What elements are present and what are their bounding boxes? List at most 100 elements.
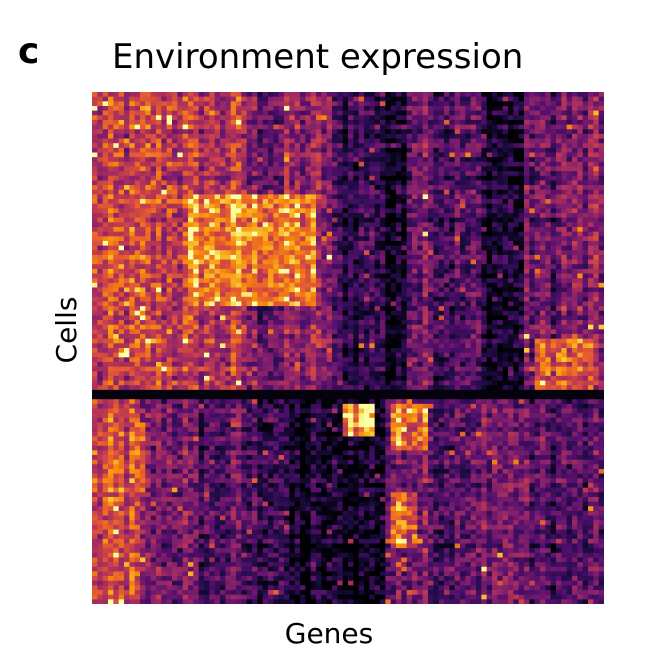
heatmap-cell xyxy=(556,171,562,177)
heatmap-cell xyxy=(406,306,413,312)
heatmap-cell xyxy=(300,329,306,335)
heatmap-cell xyxy=(113,185,120,191)
heatmap-cell xyxy=(177,245,184,251)
heatmap-cell xyxy=(305,231,312,237)
heatmap-cell xyxy=(241,245,248,251)
heatmap-cell xyxy=(326,320,333,326)
heatmap-cell xyxy=(161,203,168,209)
heatmap-cell xyxy=(108,240,114,246)
heatmap-cell xyxy=(262,166,269,172)
heatmap-cell xyxy=(284,133,290,139)
heatmap-cell xyxy=(284,203,290,209)
heatmap-cell xyxy=(428,320,434,326)
heatmap-cell xyxy=(220,208,226,214)
heatmap-cell xyxy=(342,226,349,233)
heatmap-cell xyxy=(454,254,461,260)
heatmap-cell xyxy=(182,133,189,139)
heatmap-cell xyxy=(332,292,338,298)
heatmap-cell xyxy=(465,282,472,288)
heatmap-cell xyxy=(396,203,402,209)
heatmap-cell xyxy=(252,292,258,298)
heatmap-cell xyxy=(236,105,242,112)
heatmap-cell xyxy=(342,268,349,274)
heatmap-cell xyxy=(129,222,136,228)
heatmap-cell xyxy=(508,329,514,335)
heatmap-cell xyxy=(353,264,360,270)
heatmap-cell xyxy=(182,115,189,121)
heatmap-cell xyxy=(108,110,114,116)
heatmap-cell xyxy=(172,329,178,335)
heatmap-cell xyxy=(556,231,562,237)
heatmap-cell xyxy=(310,101,317,107)
heatmap-cell xyxy=(513,199,520,205)
heatmap-cell xyxy=(326,259,333,265)
heatmap-cell xyxy=(380,250,386,256)
heatmap-cell xyxy=(289,250,296,256)
heatmap-cell xyxy=(102,315,109,321)
heatmap-cell xyxy=(129,180,136,186)
heatmap-cell xyxy=(449,203,456,209)
heatmap-cell xyxy=(156,175,162,181)
heatmap-cell xyxy=(332,315,338,321)
heatmap-cell xyxy=(406,115,413,121)
heatmap-cell xyxy=(364,217,370,223)
heatmap-cell xyxy=(374,296,381,302)
heatmap-cell xyxy=(102,268,109,274)
heatmap-cell xyxy=(252,194,258,200)
heatmap-cell xyxy=(470,250,477,256)
heatmap-cell xyxy=(150,133,157,139)
heatmap-cell xyxy=(198,292,205,298)
heatmap-cell xyxy=(524,222,530,228)
heatmap-cell xyxy=(305,152,312,158)
heatmap-cell xyxy=(588,143,594,149)
heatmap-cell xyxy=(444,315,450,321)
heatmap-cell xyxy=(342,217,349,223)
heatmap-cell xyxy=(289,310,296,316)
heatmap-cell xyxy=(172,236,178,242)
heatmap-cell xyxy=(124,324,130,330)
heatmap-cell xyxy=(582,222,589,228)
heatmap-cell xyxy=(577,315,584,321)
heatmap-cell xyxy=(150,287,157,293)
heatmap-cell xyxy=(150,171,157,177)
heatmap-cell xyxy=(305,166,312,172)
heatmap-cell xyxy=(124,124,130,130)
heatmap-cell xyxy=(438,171,445,177)
heatmap-cell xyxy=(406,292,413,298)
heatmap-cell xyxy=(214,320,221,326)
heatmap-cell xyxy=(374,147,381,153)
heatmap-cell xyxy=(401,245,408,251)
heatmap-cell xyxy=(337,166,344,172)
heatmap-cell xyxy=(348,306,354,312)
heatmap-cell xyxy=(236,175,242,181)
heatmap-cell xyxy=(92,334,98,340)
heatmap-cell xyxy=(422,240,429,246)
heatmap-cell xyxy=(497,147,504,153)
heatmap-cell xyxy=(113,324,120,330)
heatmap-cell xyxy=(534,119,541,125)
heatmap-cell xyxy=(492,180,498,186)
heatmap-cell xyxy=(289,119,296,125)
heatmap-cell xyxy=(108,199,114,205)
heatmap-cell xyxy=(449,161,456,167)
heatmap-cell xyxy=(529,306,536,312)
heatmap-cell xyxy=(316,157,322,163)
heatmap-cell xyxy=(225,329,232,335)
heatmap-cell xyxy=(326,287,333,293)
heatmap-cell xyxy=(198,180,205,186)
heatmap-cell xyxy=(161,138,168,144)
heatmap-cell xyxy=(225,133,232,139)
heatmap-cell xyxy=(150,273,157,279)
heatmap-cell xyxy=(401,185,408,191)
heatmap-cell xyxy=(209,315,216,321)
heatmap-cell xyxy=(289,292,296,298)
heatmap-cell xyxy=(524,282,530,288)
heatmap-cell xyxy=(257,213,264,219)
heatmap-cell xyxy=(225,213,232,219)
heatmap-cell xyxy=(97,259,104,265)
heatmap-cell xyxy=(540,119,546,125)
heatmap-cell xyxy=(92,119,98,125)
heatmap-cell xyxy=(268,273,274,279)
heatmap-cell xyxy=(529,175,536,181)
heatmap-cell xyxy=(513,96,520,102)
